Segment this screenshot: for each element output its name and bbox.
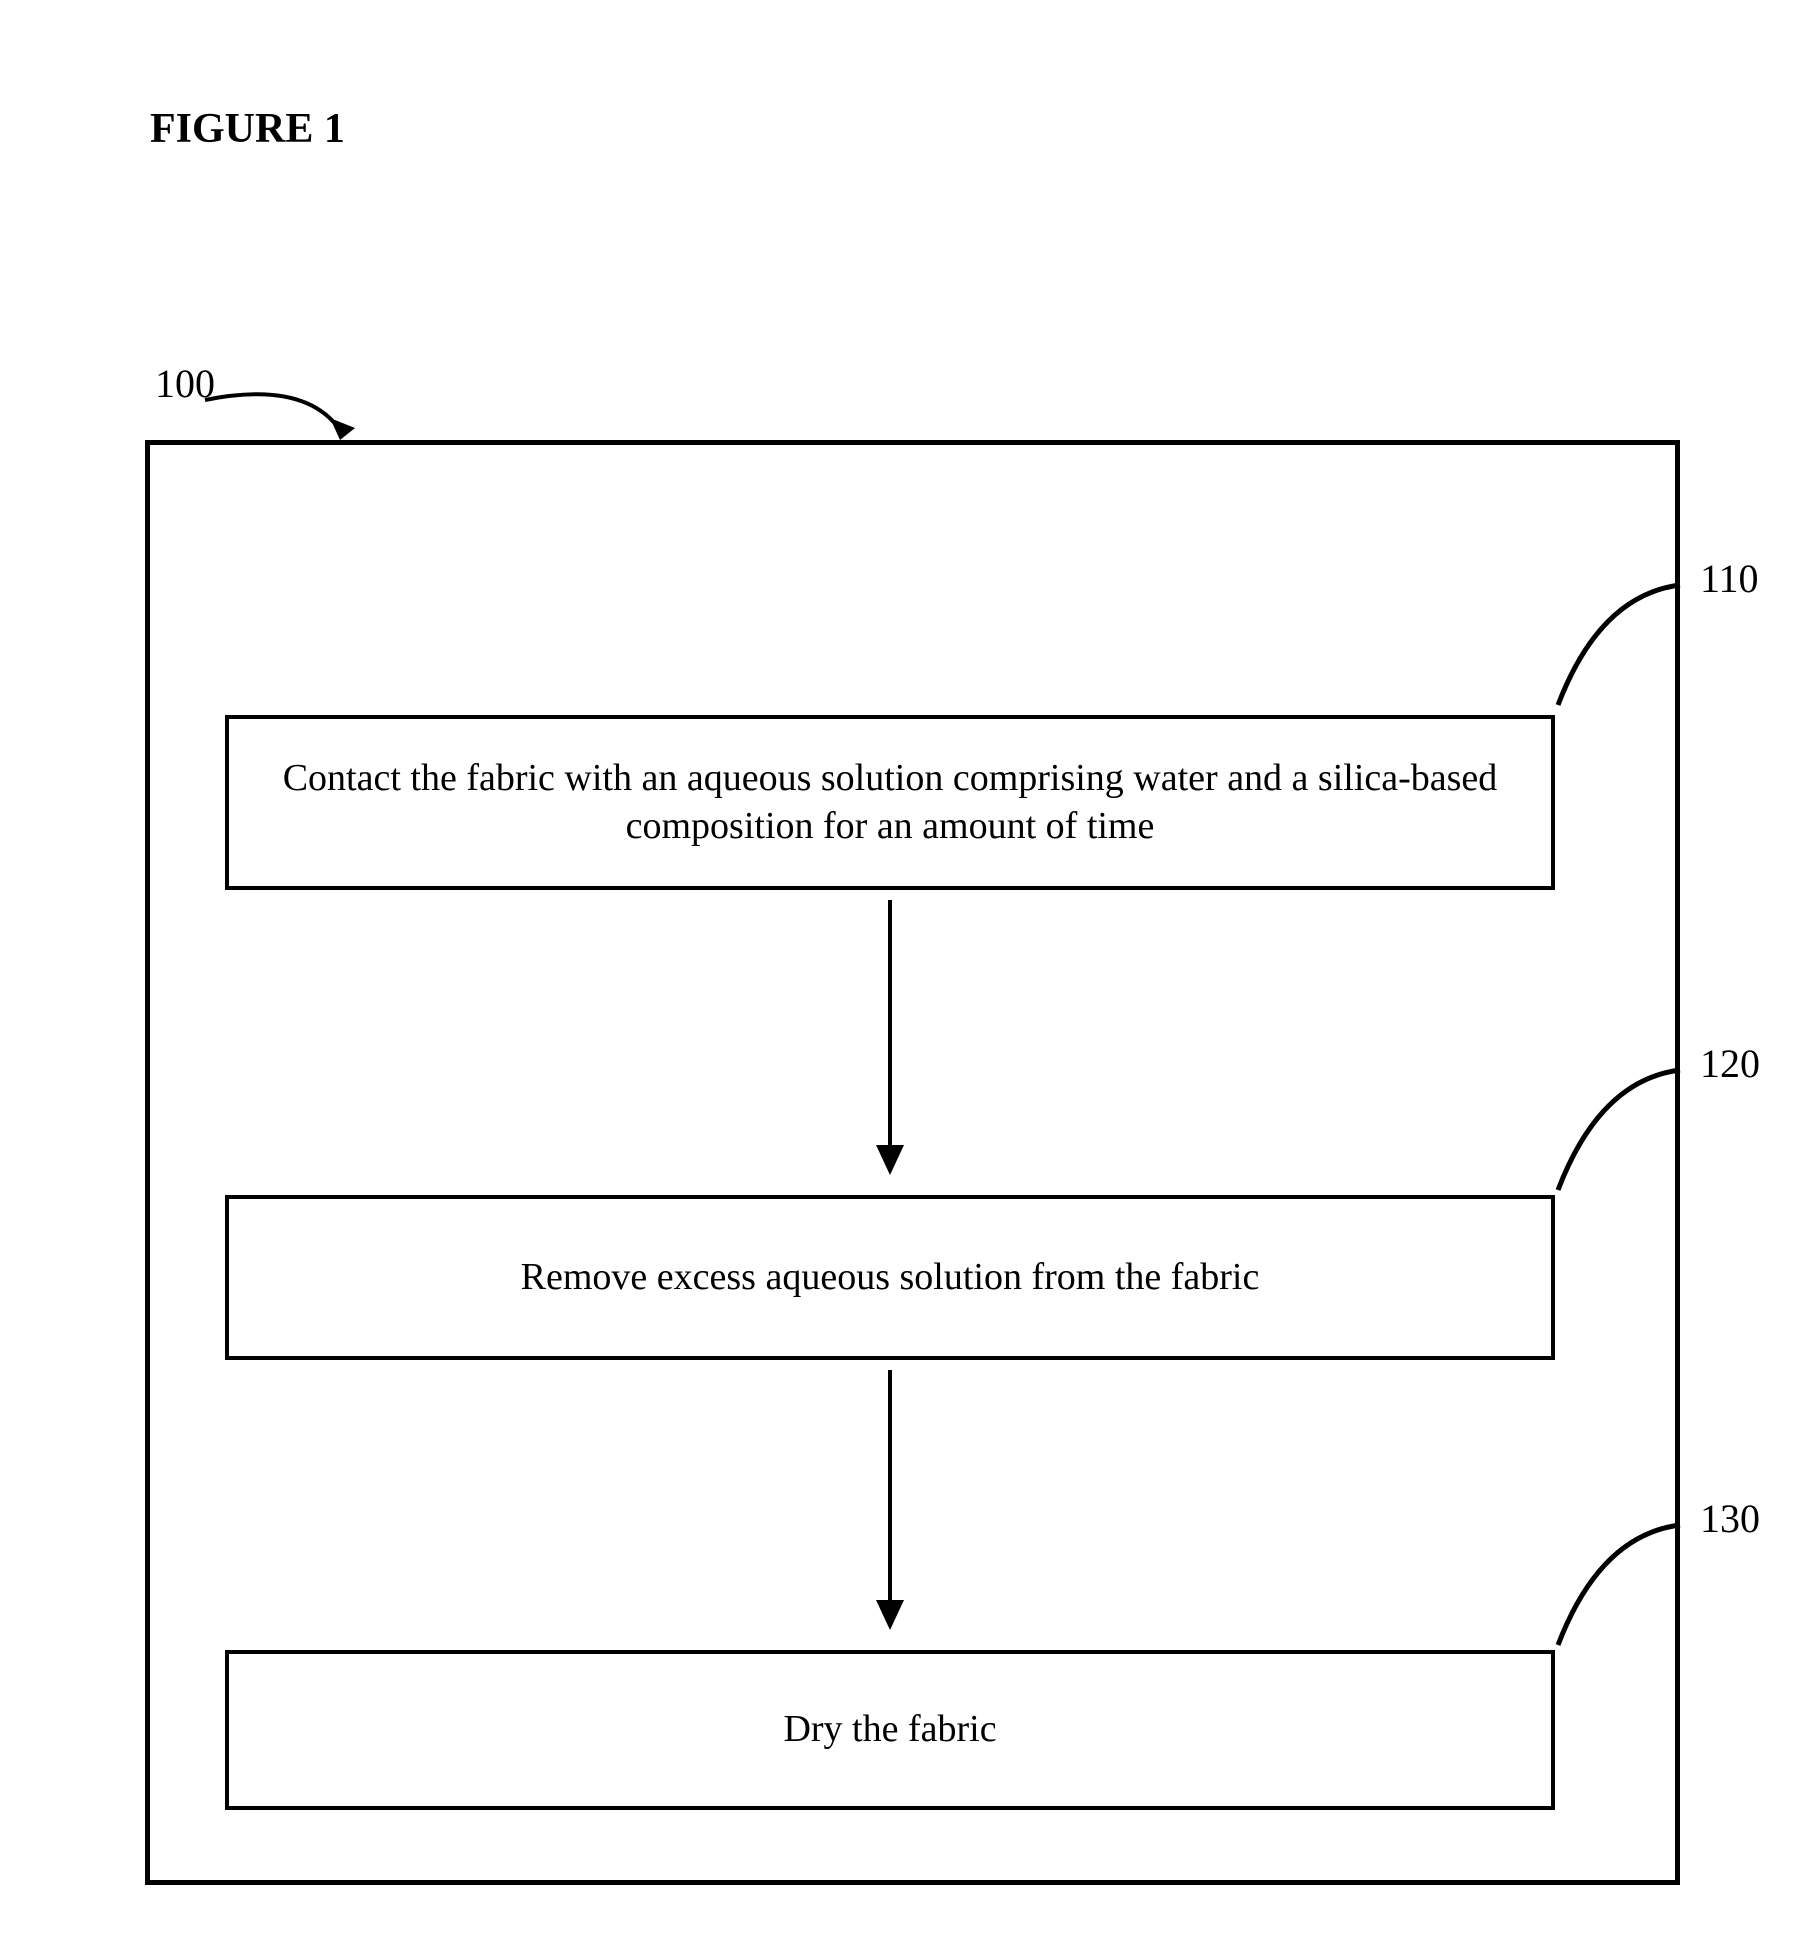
step-text-110: Contact the fabric with an aqueous solut… (269, 755, 1511, 850)
leader-130 (1540, 1515, 1700, 1665)
leader-110 (1540, 575, 1700, 725)
ref-label-120: 120 (1700, 1040, 1760, 1087)
figure-title: FIGURE 1 (150, 105, 345, 153)
step-box-130: Dry the fabric (225, 1650, 1555, 1810)
arrow-1-shaft (888, 900, 892, 1145)
step-box-110: Contact the fabric with an aqueous solut… (225, 715, 1555, 890)
step-box-120: Remove excess aqueous solution from the … (225, 1195, 1555, 1360)
step-text-130: Dry the fabric (783, 1706, 996, 1754)
arrow-1-head (876, 1145, 904, 1175)
leader-120 (1540, 1060, 1700, 1210)
ref-label-110: 110 (1700, 555, 1759, 602)
step-text-120: Remove excess aqueous solution from the … (521, 1254, 1260, 1302)
arrow-2-head (876, 1600, 904, 1630)
page: FIGURE 1 100 110 Contact the fabric with… (0, 0, 1816, 1939)
arrow-2-shaft (888, 1370, 892, 1600)
ref-label-130: 130 (1700, 1495, 1760, 1542)
